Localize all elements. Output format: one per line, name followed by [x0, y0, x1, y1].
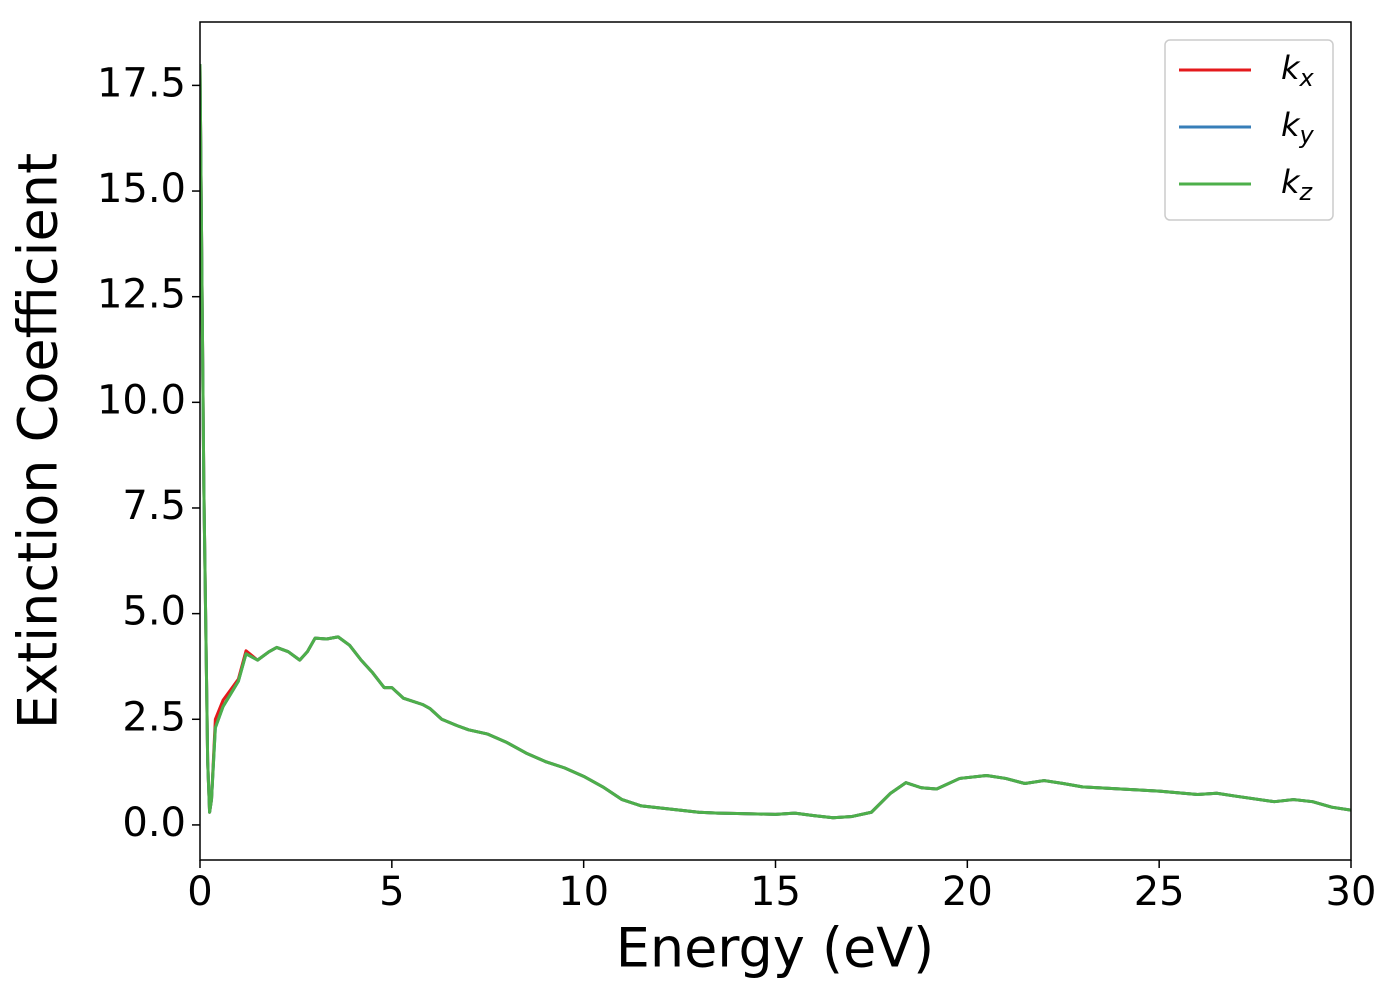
x-tick-label: 25	[1134, 869, 1185, 915]
y-tick-label: 10.0	[97, 377, 186, 423]
legend-label: kz	[1281, 163, 1314, 206]
y-axis-label: Extinction Coefficient	[7, 153, 70, 729]
y-tick-label: 0.0	[122, 800, 186, 846]
legend-label: kx	[1281, 49, 1315, 92]
x-tick-label: 5	[379, 869, 404, 915]
y-tick-label: 17.5	[97, 60, 186, 106]
x-tick-label: 15	[750, 869, 801, 915]
x-tick-label: 0	[187, 869, 212, 915]
line-series	[200, 64, 1351, 820]
legend-box	[1164, 39, 1334, 221]
x-tick-label: 30	[1326, 869, 1377, 915]
y-tick-label: 5.0	[122, 589, 186, 635]
y-tick-label: 15.0	[97, 166, 186, 212]
y-tick-label: 12.5	[97, 272, 186, 318]
x-tick-label: 10	[558, 869, 609, 915]
x-axis-label: Energy (eV)	[616, 917, 935, 980]
legend-label: ky	[1281, 106, 1315, 149]
y-tick-label: 7.5	[122, 483, 186, 529]
x-tick-label: 20	[942, 869, 993, 915]
plot-frame	[199, 21, 1352, 861]
y-tick-label: 2.5	[122, 694, 186, 740]
